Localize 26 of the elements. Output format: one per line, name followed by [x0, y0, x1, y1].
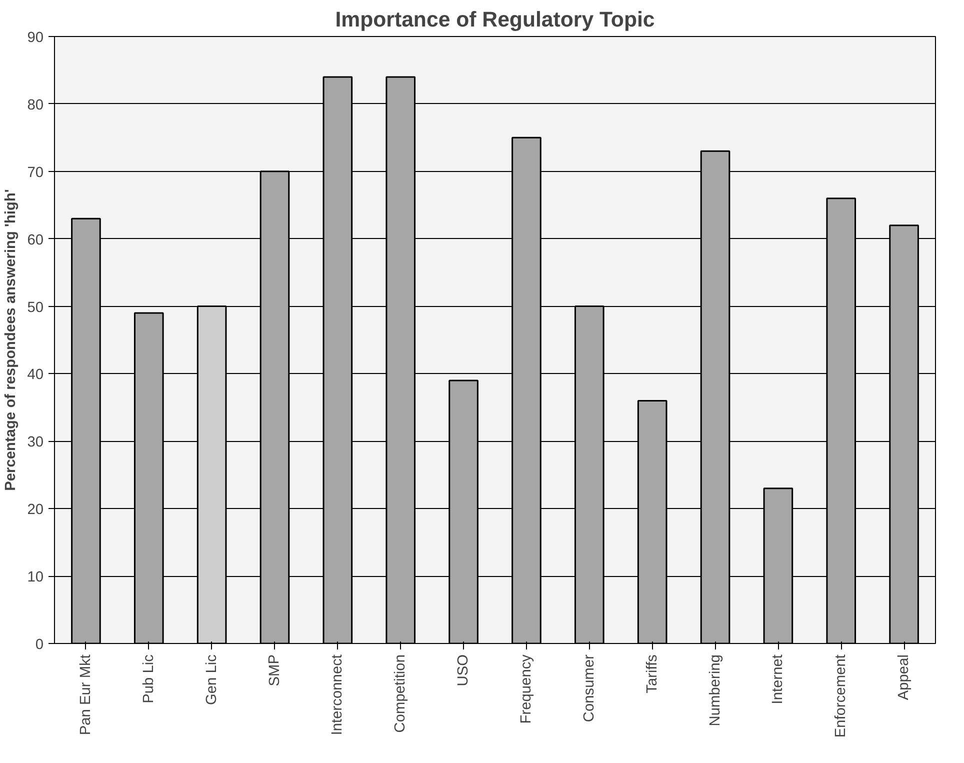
x-tick-label: SMP — [266, 654, 283, 686]
y-tick-label: 80 — [27, 97, 44, 114]
x-tick-label: Enforcement — [833, 654, 850, 738]
y-axis-title: Percentage of respondees answering 'high' — [3, 189, 20, 491]
x-tick-label: Numbering — [707, 654, 724, 726]
y-tick-label: 50 — [27, 300, 44, 316]
x-tick-label: Interconnect — [330, 654, 346, 736]
y-tick-label: 90 — [27, 30, 44, 46]
y-tick-label: 30 — [27, 434, 44, 451]
x-tick-label: Tariffs — [644, 654, 660, 694]
y-tick-label: 0 — [35, 637, 44, 653]
x-tick-label: Internet — [770, 654, 786, 704]
x-tick-label: Pub Lic — [140, 654, 157, 704]
x-tick-label: USO — [456, 654, 472, 686]
y-tick-label: 60 — [27, 232, 44, 248]
x-tick-label: Appeal — [896, 654, 912, 700]
y-tick-label: 20 — [27, 502, 44, 518]
x-tick-label: Gen Lic — [204, 654, 220, 706]
x-tick-label: Pan Eur Mkt — [78, 654, 94, 736]
y-tick-label: 70 — [27, 164, 44, 181]
y-tick-label: 40 — [27, 367, 44, 384]
chart-title: Importance of Regulatory Topic — [335, 8, 655, 32]
x-tick-label: Frequency — [518, 654, 534, 724]
x-tick-label: Competition — [392, 654, 409, 733]
x-tick-label: Consumer — [581, 654, 598, 722]
y-tick-label: 10 — [27, 570, 44, 586]
